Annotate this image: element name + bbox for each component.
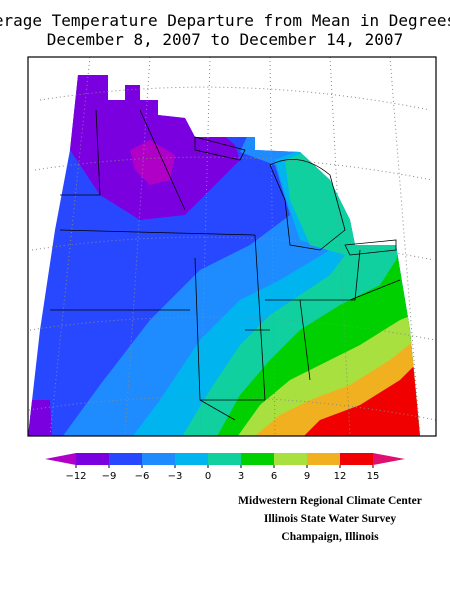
legend-tick-label: −6 — [135, 471, 150, 482]
band — [28, 400, 52, 436]
map-frame — [27, 56, 437, 437]
legend-tick-label: 9 — [304, 471, 310, 482]
credit-line: Illinois State Water Survey — [264, 513, 396, 525]
legend-swatch — [45, 453, 76, 465]
legend-swatch — [340, 453, 373, 465]
legend-swatch — [307, 453, 340, 465]
legend-tick-label: −12 — [65, 471, 86, 482]
title-line: December 8, 2007 to December 14, 2007 — [47, 30, 403, 49]
band — [300, 355, 420, 436]
legend-tick-label: 3 — [238, 471, 244, 482]
legend-tick-label: 0 — [205, 471, 211, 482]
map — [27, 56, 437, 437]
legend-swatch — [109, 453, 142, 465]
legend-tick-label: −9 — [102, 471, 117, 482]
legend-swatch — [274, 453, 307, 465]
credit-line: Midwestern Regional Climate Center — [238, 495, 422, 507]
legend-swatch — [208, 453, 241, 465]
legend-tick-label: −3 — [168, 471, 183, 482]
title-line: Average Temperature Departure from Mean … — [0, 11, 450, 30]
legend-tick-label: 6 — [271, 471, 277, 482]
legend-tick-label: 15 — [367, 471, 380, 482]
legend-swatch — [373, 453, 405, 465]
legend-swatch — [175, 453, 208, 465]
band — [130, 140, 175, 185]
graticule — [28, 56, 437, 437]
grid-line — [28, 86, 437, 421]
legend-swatch — [142, 453, 175, 465]
state-borders — [50, 109, 401, 421]
color-bar: −12 −9 −6 −3 0 3 6 9 12 15 — [45, 453, 405, 482]
credit-line: Champaign, Illinois — [281, 531, 379, 543]
legend-tick-label: 12 — [334, 471, 347, 482]
legend-swatch — [76, 453, 109, 465]
legend-swatch — [241, 453, 274, 465]
